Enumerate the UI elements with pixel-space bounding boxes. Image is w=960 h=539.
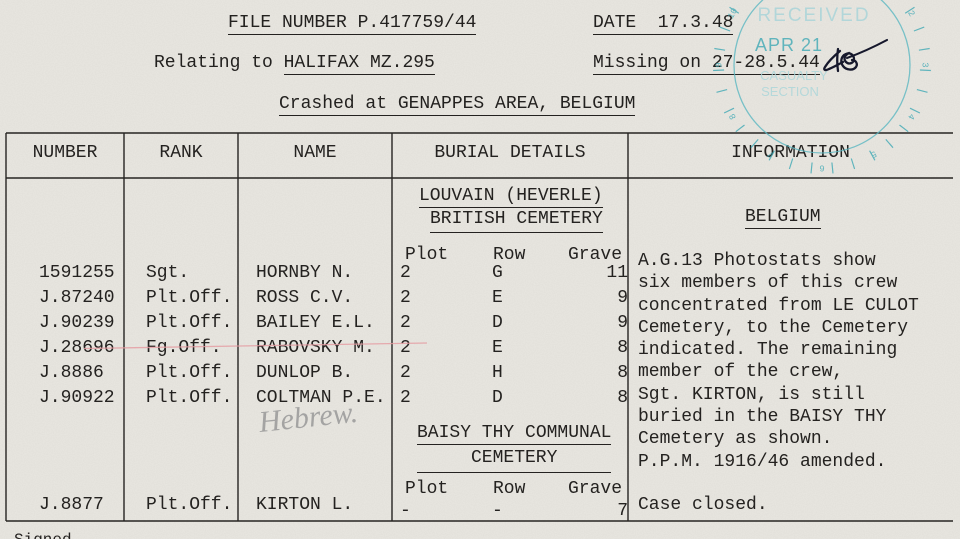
svg-text:8: 8 [727,111,738,121]
svg-text:APR 21: APR 21 [755,35,823,55]
svg-text:4: 4 [905,111,916,121]
svg-text:3: 3 [920,62,930,67]
svg-text:5: 5 [868,148,878,159]
svg-text:SECTION: SECTION [761,84,819,99]
svg-text:CASUALTY: CASUALTY [760,68,828,83]
svg-text:10: 10 [726,7,740,21]
svg-text:6: 6 [819,163,824,173]
svg-text:9: 9 [714,62,724,67]
svg-text:RECEIVED: RECEIVED [757,5,870,26]
svg-text:7: 7 [766,148,776,159]
svg-text:2: 2 [905,9,916,19]
svg-text:Hebrew.: Hebrew. [256,396,359,439]
